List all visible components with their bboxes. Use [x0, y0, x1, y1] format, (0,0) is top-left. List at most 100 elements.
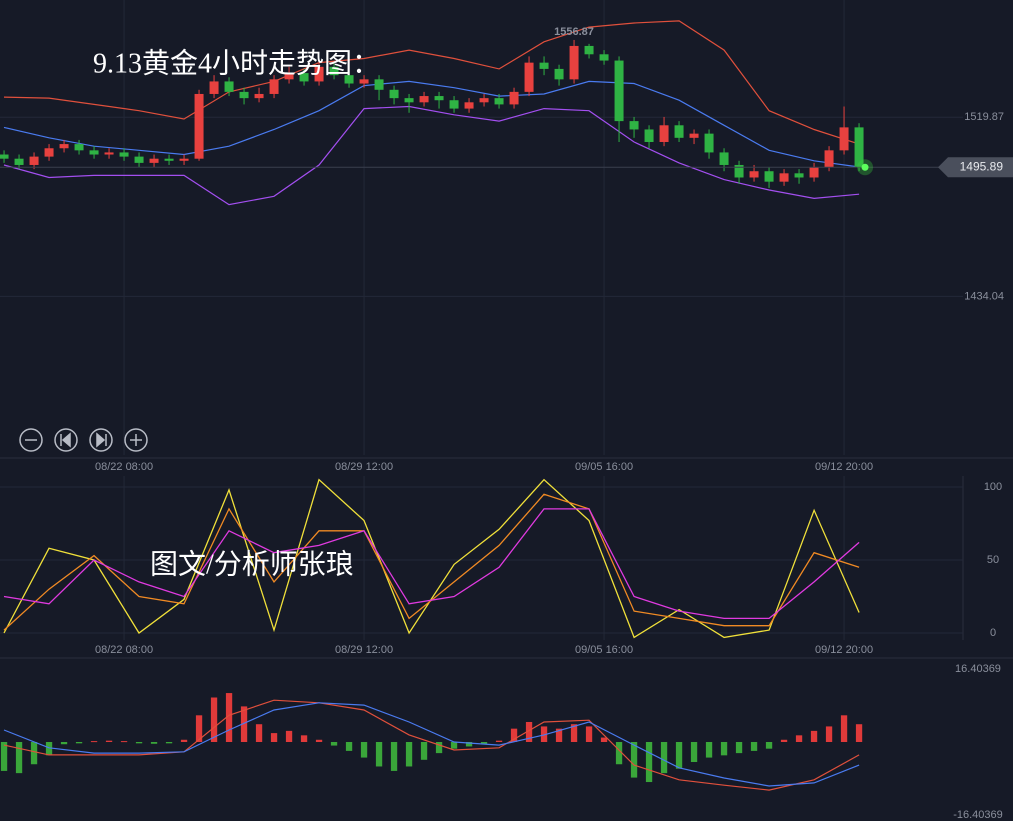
- candle-body: [614, 60, 624, 122]
- macd-bar: [135, 742, 143, 744]
- last-price-dot: [861, 163, 869, 171]
- macd-bar: [630, 742, 638, 778]
- candle-body: [794, 173, 804, 178]
- candle-body: [464, 102, 474, 109]
- candle-body: [224, 81, 234, 92]
- previous-button[interactable]: [54, 428, 78, 452]
- bollinger-band: [3, 20, 860, 145]
- macd-bar: [405, 742, 413, 767]
- macd-bar: [690, 742, 698, 763]
- macd-bar: [45, 742, 53, 756]
- zoom-in-button[interactable]: [124, 428, 148, 452]
- candle-body: [269, 79, 279, 94]
- macd-bar: [540, 726, 548, 742]
- candle-body: [359, 79, 369, 84]
- macd-bar: [195, 715, 203, 742]
- macd-bar: [840, 715, 848, 742]
- candle-body: [0, 154, 9, 159]
- macd-bar: [645, 742, 653, 783]
- candle-body: [704, 133, 714, 153]
- candle-body: [734, 164, 744, 178]
- macd-bar: [435, 742, 443, 754]
- candle-body: [134, 156, 144, 163]
- candle-body: [749, 171, 759, 178]
- candle-body: [89, 150, 99, 155]
- zoom-out-button[interactable]: [19, 428, 43, 452]
- candle-body: [164, 158, 174, 161]
- candle-body: [419, 96, 429, 103]
- macd-bar: [510, 728, 518, 742]
- macd-bar: [300, 735, 308, 742]
- candle-body: [494, 98, 504, 105]
- macd-bar: [855, 724, 863, 742]
- macd-bar: [210, 697, 218, 742]
- macd-bar: [825, 726, 833, 742]
- candle-body: [524, 62, 534, 92]
- macd-bar: [780, 739, 788, 742]
- candle-body: [434, 96, 444, 101]
- candle-body: [629, 121, 639, 130]
- y-tick-label: 1434.04: [964, 290, 1004, 302]
- y-tick-label: 1519.87: [964, 111, 1004, 123]
- y-tick-label: 0: [990, 627, 996, 639]
- macd-bar: [735, 742, 743, 754]
- macd-bar: [555, 728, 563, 742]
- macd-bar: [240, 706, 248, 742]
- macd-bar: [15, 742, 23, 774]
- macd-bar: [720, 742, 728, 756]
- candle-body: [14, 158, 24, 165]
- macd-bar: [270, 733, 278, 742]
- macd-bar: [90, 741, 98, 743]
- candle-body: [29, 156, 39, 165]
- candle-body: [104, 152, 114, 155]
- macd-bar: [705, 742, 713, 758]
- macd-bar: [750, 742, 758, 751]
- x-tick-label: 09/12 20:00: [815, 644, 873, 656]
- macd-bar: [375, 742, 383, 767]
- macd-bar: [585, 726, 593, 742]
- last-price-tag: [938, 157, 1013, 178]
- macd-bar: [120, 741, 128, 743]
- candle-body: [659, 125, 669, 142]
- candle-body: [239, 91, 249, 99]
- candle-body: [284, 73, 294, 80]
- macd-bar: [390, 742, 398, 771]
- candle-body: [674, 125, 684, 138]
- macd-bar: [345, 742, 353, 751]
- candle-body: [194, 93, 204, 159]
- candle-body: [389, 89, 399, 99]
- macd-line: [3, 702, 860, 787]
- macd-line: [3, 699, 860, 791]
- macd-bar: [600, 737, 608, 742]
- macd-bar: [525, 721, 533, 742]
- next-button[interactable]: [89, 428, 113, 452]
- candle-body: [599, 54, 609, 61]
- indicator-line: [3, 478, 860, 639]
- candle-body: [314, 66, 324, 82]
- macd-bar: [75, 742, 83, 744]
- candle-body: [299, 73, 309, 82]
- bollinger-band: [3, 105, 860, 206]
- candle-body: [74, 144, 84, 151]
- candle-body: [569, 45, 579, 80]
- macd-bar: [570, 724, 578, 742]
- macd-bar: [480, 742, 488, 745]
- y-tick-label: -16.40369: [953, 809, 1003, 821]
- candle-body: [374, 79, 384, 90]
- macd-bar: [675, 742, 683, 769]
- macd-bar: [810, 730, 818, 742]
- macd-bar: [30, 742, 38, 765]
- macd-bar: [495, 740, 503, 742]
- macd-bar: [660, 742, 668, 774]
- x-tick-label: 09/12 20:00: [815, 461, 873, 473]
- macd-bar: [285, 730, 293, 742]
- candle-body: [644, 129, 654, 142]
- macd-bar: [330, 742, 338, 746]
- candle-body: [509, 91, 519, 105]
- x-tick-label: 08/22 08:00: [95, 461, 153, 473]
- candle-body: [554, 68, 564, 80]
- candle-body: [689, 133, 699, 138]
- candle-body: [809, 167, 819, 178]
